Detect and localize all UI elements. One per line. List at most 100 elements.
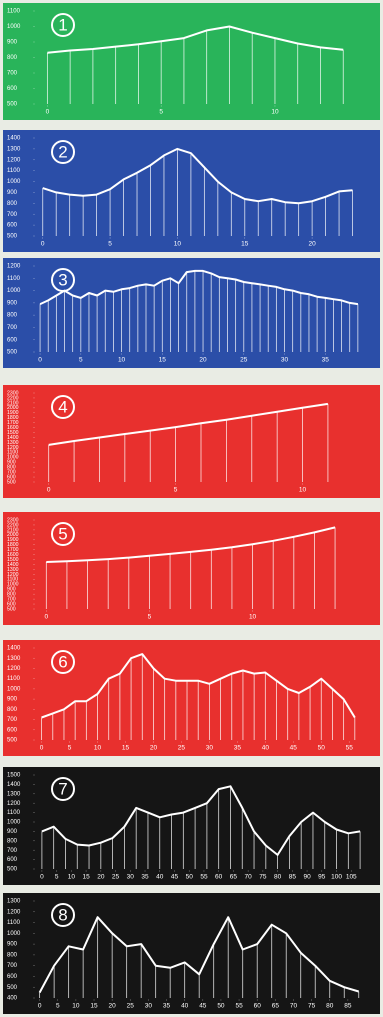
x-tick-label: 35 — [234, 745, 242, 752]
y-tick-label: 1100 — [7, 810, 21, 816]
x-tick-label: 10 — [299, 487, 307, 494]
x-tick-label: 40 — [181, 1003, 189, 1010]
x-tick-label: 0 — [47, 487, 51, 494]
y-tick-label: 1300 — [7, 899, 21, 905]
x-tick-label: 0 — [38, 357, 42, 364]
y-tick-label: 800 — [7, 465, 16, 471]
y-tick-label: 900 — [7, 829, 18, 835]
x-tick-label: 10 — [94, 745, 102, 752]
x-tick-label: 15 — [90, 1003, 98, 1010]
x-tick-label: 10 — [271, 109, 279, 116]
elevation-line — [48, 402, 329, 446]
y-tick-label: 500 — [7, 738, 18, 744]
profile-panel: 500 600 700 800 900 1000 1100 1200 1300 1400 0 5 10 1… — [3, 640, 380, 756]
badge-number: 6 — [58, 652, 67, 671]
y-tick-label: 700 — [7, 469, 16, 475]
y-tick-label: 1100 — [7, 168, 21, 174]
y-tick-label: 1100 — [7, 276, 21, 282]
y-tick-label: 500 — [7, 350, 18, 356]
y-tick-label: 800 — [7, 313, 18, 319]
x-tick-label: 30 — [206, 745, 214, 752]
x-tick-label: 55 — [235, 1003, 243, 1010]
elevation-line — [38, 916, 359, 994]
y-tick-label: 1300 — [7, 567, 19, 573]
y-tick-label: 1900 — [7, 410, 19, 416]
y-tick-label: 800 — [7, 707, 18, 713]
y-tick-label: 2100 — [7, 400, 19, 406]
x-tick-label: 60 — [215, 874, 223, 881]
profile-panel: 5006007008009001000110012001300140015001… — [3, 385, 380, 498]
x-tick-label: 25 — [127, 1003, 135, 1010]
x-tick-label: 0 — [45, 614, 49, 621]
x-tick-label: 85 — [344, 1003, 352, 1010]
y-tick-label: 1700 — [7, 420, 19, 426]
y-tick-label: 1000 — [7, 179, 21, 185]
y-tick-label: 900 — [7, 697, 18, 703]
y-tick-label: 500 — [7, 606, 16, 612]
y-tick-label: 1100 — [7, 577, 18, 583]
x-tick-label: 55 — [200, 874, 208, 881]
y-tick-label: 1200 — [7, 264, 21, 270]
x-tick-label: 20 — [150, 745, 158, 752]
y-tick-label: 800 — [7, 55, 18, 61]
y-tick-label: 400 — [7, 996, 18, 1002]
profile-panel: 400 500 600 700 800 900 1000 1100 1200 1300 0 5 10 15… — [3, 893, 380, 1014]
y-tick-label: 700 — [7, 71, 18, 77]
y-tick-label: 600 — [7, 727, 18, 733]
badge-number: 7 — [58, 779, 67, 798]
y-tick-label: 2200 — [7, 522, 19, 528]
x-tick-label: 50 — [318, 745, 326, 752]
x-tick-label: 5 — [108, 241, 112, 248]
x-tick-label: 40 — [156, 874, 164, 881]
x-tick-label: 80 — [274, 874, 282, 881]
x-tick-label: 0 — [41, 241, 45, 248]
y-tick-label: 1300 — [7, 440, 19, 446]
x-tick-label: 60 — [254, 1003, 262, 1010]
x-tick-label: 0 — [46, 109, 50, 116]
y-tick-label: 1300 — [7, 791, 21, 797]
y-tick-label: 600 — [7, 223, 18, 229]
panel-background — [3, 130, 380, 252]
y-tick-label: 1700 — [7, 547, 19, 553]
y-tick-label: 1400 — [7, 646, 21, 652]
y-tick-label: 700 — [7, 717, 18, 723]
y-tick-label: 900 — [7, 190, 18, 196]
x-tick-label: 25 — [178, 745, 186, 752]
x-tick-label: 65 — [272, 1003, 280, 1010]
x-tick-label: 105 — [346, 874, 357, 881]
y-tick-label: 1000 — [7, 931, 21, 937]
x-tick-label: 35 — [322, 357, 330, 364]
elevation-line — [41, 785, 361, 856]
y-tick-label: 600 — [7, 86, 18, 92]
y-tick-label: 500 — [7, 102, 18, 108]
y-tick-label: 600 — [7, 337, 18, 343]
x-tick-label: 45 — [171, 874, 179, 881]
y-tick-label: 600 — [7, 974, 18, 980]
x-tick-label: 70 — [245, 874, 253, 881]
elevation-line — [41, 653, 356, 719]
x-tick-label: 95 — [318, 874, 326, 881]
y-tick-label: 1200 — [7, 572, 19, 578]
x-tick-label: 35 — [163, 1003, 171, 1010]
y-tick-label: 1400 — [7, 136, 21, 142]
badge-circle — [51, 13, 75, 37]
panel-background — [3, 640, 380, 756]
y-tick-label: 700 — [7, 963, 18, 969]
x-tick-label: 70 — [290, 1003, 298, 1010]
x-tick-label: 0 — [38, 1003, 42, 1010]
badge-number: 5 — [58, 524, 67, 543]
x-tick-label: 20 — [109, 1003, 117, 1010]
x-tick-label: 100 — [331, 874, 342, 881]
badge-number: 4 — [58, 397, 67, 416]
x-tick-label: 10 — [72, 1003, 80, 1010]
elevation-line — [39, 269, 359, 306]
y-tick-label: 2300 — [7, 517, 19, 523]
profile-panel: 5006007008009001000110012001300140015001… — [3, 512, 380, 625]
x-tick-label: 40 — [262, 745, 270, 752]
x-tick-label: 5 — [159, 109, 163, 116]
y-tick-label: 1600 — [7, 552, 19, 558]
x-tick-label: 15 — [122, 745, 130, 752]
x-tick-label: 30 — [145, 1003, 153, 1010]
y-tick-label: 1000 — [7, 820, 21, 826]
